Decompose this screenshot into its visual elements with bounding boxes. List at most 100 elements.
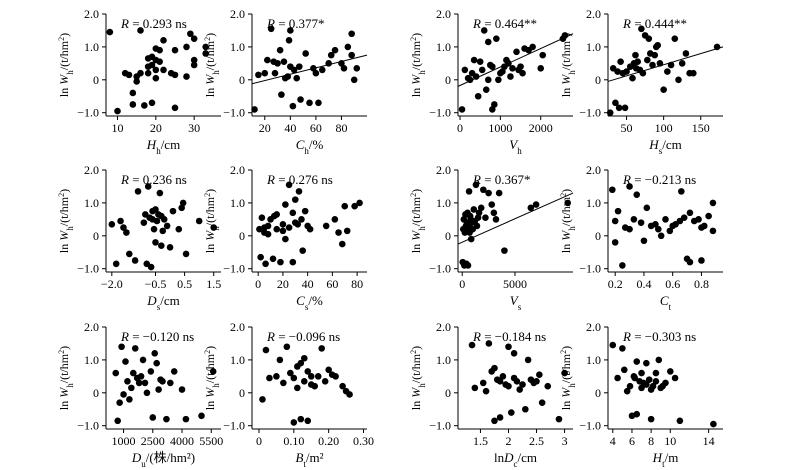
data-point bbox=[123, 229, 130, 236]
data-point bbox=[532, 201, 540, 208]
data-point bbox=[178, 386, 186, 393]
x-tick-label: 4 bbox=[610, 434, 616, 448]
y-tick-label: −1.0 bbox=[579, 419, 601, 433]
data-point bbox=[654, 41, 662, 49]
data-point bbox=[527, 204, 535, 212]
data-point bbox=[660, 86, 667, 93]
data-point bbox=[709, 199, 717, 207]
data-point bbox=[662, 379, 669, 387]
data-point bbox=[705, 212, 712, 220]
data-point bbox=[293, 74, 301, 82]
data-point bbox=[137, 27, 144, 34]
y-tick-label: 2.0 bbox=[436, 163, 451, 177]
data-point bbox=[169, 207, 177, 215]
data-point bbox=[339, 382, 346, 390]
data-point bbox=[458, 106, 466, 113]
data-point bbox=[609, 186, 616, 194]
x-tick-label: 40 bbox=[302, 277, 314, 291]
data-point bbox=[611, 217, 619, 225]
data-point bbox=[327, 51, 335, 59]
data-point bbox=[353, 64, 361, 72]
data-point bbox=[701, 222, 708, 230]
panel-9: −1.0 0 1.0 2.0 1000 2500 4000 5500 R = −0.120 ns… bbox=[57, 320, 224, 469]
data-point bbox=[259, 396, 266, 403]
data-point bbox=[143, 389, 151, 397]
data-point bbox=[662, 216, 669, 223]
data-point bbox=[294, 384, 301, 392]
data-point bbox=[539, 51, 547, 59]
y-axis-label: ln Wh/(t/hm2) bbox=[57, 189, 76, 253]
data-point bbox=[644, 56, 651, 64]
y-tick-label: 1.0 bbox=[586, 196, 601, 210]
data-point bbox=[667, 61, 675, 69]
y-tick-label: 2.0 bbox=[436, 320, 451, 334]
data-point bbox=[273, 225, 281, 233]
data-point bbox=[490, 209, 498, 217]
data-point bbox=[287, 369, 294, 377]
data-point bbox=[116, 399, 123, 406]
data-point bbox=[151, 350, 159, 357]
y-tick-label: 2.0 bbox=[230, 320, 245, 334]
x-tick-label: 0.6 bbox=[665, 277, 680, 291]
x-axis-label: Vh bbox=[509, 137, 522, 156]
data-point bbox=[159, 377, 166, 385]
data-point bbox=[614, 207, 622, 215]
data-point bbox=[633, 410, 641, 418]
data-point bbox=[478, 66, 486, 74]
data-point bbox=[619, 262, 626, 269]
panel-6: −1.0 0 1.0 2.0 0 20 40 60 80 R = 0.276 ns Cs/% ln W… bbox=[203, 163, 367, 312]
data-point bbox=[638, 369, 645, 377]
correlation-label: R = 0.236 ns bbox=[120, 172, 187, 187]
data-point bbox=[467, 235, 475, 243]
y-tick-label: −1.0 bbox=[77, 262, 99, 276]
data-point bbox=[291, 196, 299, 203]
x-tick-label: −0.5 bbox=[145, 277, 167, 291]
data-point bbox=[290, 66, 298, 74]
x-tick-label: 8 bbox=[648, 434, 654, 448]
data-point bbox=[634, 58, 641, 66]
data-point bbox=[290, 374, 298, 382]
data-point bbox=[183, 43, 190, 51]
panel-1: −1.0 0 1.0 2.0 10 20 30 R = 0.293 ns Hh/cm ln Wh/… bbox=[57, 7, 221, 156]
data-point bbox=[190, 56, 198, 64]
data-point bbox=[198, 412, 205, 420]
y-tick-label: −1.0 bbox=[429, 106, 451, 120]
data-point bbox=[125, 250, 133, 258]
data-point bbox=[344, 43, 352, 51]
data-point bbox=[209, 368, 217, 375]
x-tick-label: 3 bbox=[562, 434, 568, 448]
y-tick-label: 2.0 bbox=[84, 163, 99, 177]
data-point bbox=[141, 102, 148, 109]
data-point bbox=[495, 189, 503, 197]
data-point bbox=[114, 417, 121, 425]
data-point bbox=[533, 377, 540, 385]
data-point bbox=[479, 379, 487, 387]
data-point bbox=[148, 99, 156, 107]
data-point bbox=[156, 189, 164, 197]
data-point bbox=[698, 257, 705, 264]
data-point bbox=[120, 224, 127, 231]
data-point bbox=[304, 368, 312, 375]
panel-11: −1.0 0 1.0 2.0 1.5 2 2.5 3 R = −0.184 ns lnDc/cm l… bbox=[409, 320, 573, 469]
data-point bbox=[267, 25, 275, 33]
data-point bbox=[106, 28, 114, 36]
data-point bbox=[617, 58, 624, 66]
y-tick-label: 0 bbox=[445, 73, 451, 87]
data-point bbox=[152, 206, 159, 213]
data-point bbox=[495, 76, 502, 84]
data-point bbox=[652, 369, 660, 377]
x-axis-label: Cs/% bbox=[296, 293, 323, 312]
x-axis-label: Ch/% bbox=[296, 137, 324, 156]
y-tick-label: −1.0 bbox=[429, 262, 451, 276]
data-point bbox=[190, 35, 198, 42]
data-point bbox=[621, 104, 629, 112]
x-tick-label: 0.20 bbox=[318, 434, 339, 448]
data-point bbox=[351, 202, 358, 210]
data-point bbox=[325, 366, 332, 374]
data-point bbox=[561, 32, 569, 39]
data-point bbox=[282, 201, 289, 208]
data-point bbox=[251, 106, 258, 113]
data-point bbox=[686, 209, 694, 217]
correlation-label: R = −0.303 ns bbox=[622, 329, 696, 344]
y-tick-label: 1.0 bbox=[230, 40, 245, 54]
